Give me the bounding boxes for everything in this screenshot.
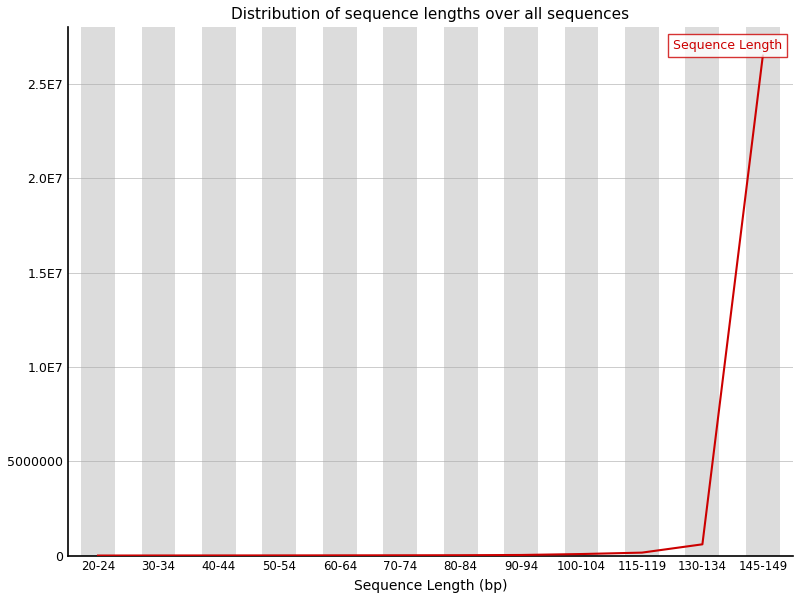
Bar xyxy=(565,27,598,556)
Bar xyxy=(202,27,236,556)
Bar xyxy=(323,27,357,556)
Bar xyxy=(81,27,115,556)
X-axis label: Sequence Length (bp): Sequence Length (bp) xyxy=(354,579,507,593)
Bar xyxy=(625,27,659,556)
Bar xyxy=(686,27,719,556)
Bar xyxy=(444,27,478,556)
Bar xyxy=(746,27,780,556)
Bar xyxy=(142,27,175,556)
Bar xyxy=(262,27,296,556)
Legend: Sequence Length: Sequence Length xyxy=(668,34,787,56)
Title: Distribution of sequence lengths over all sequences: Distribution of sequence lengths over al… xyxy=(231,7,630,22)
Bar xyxy=(504,27,538,556)
Bar xyxy=(383,27,417,556)
